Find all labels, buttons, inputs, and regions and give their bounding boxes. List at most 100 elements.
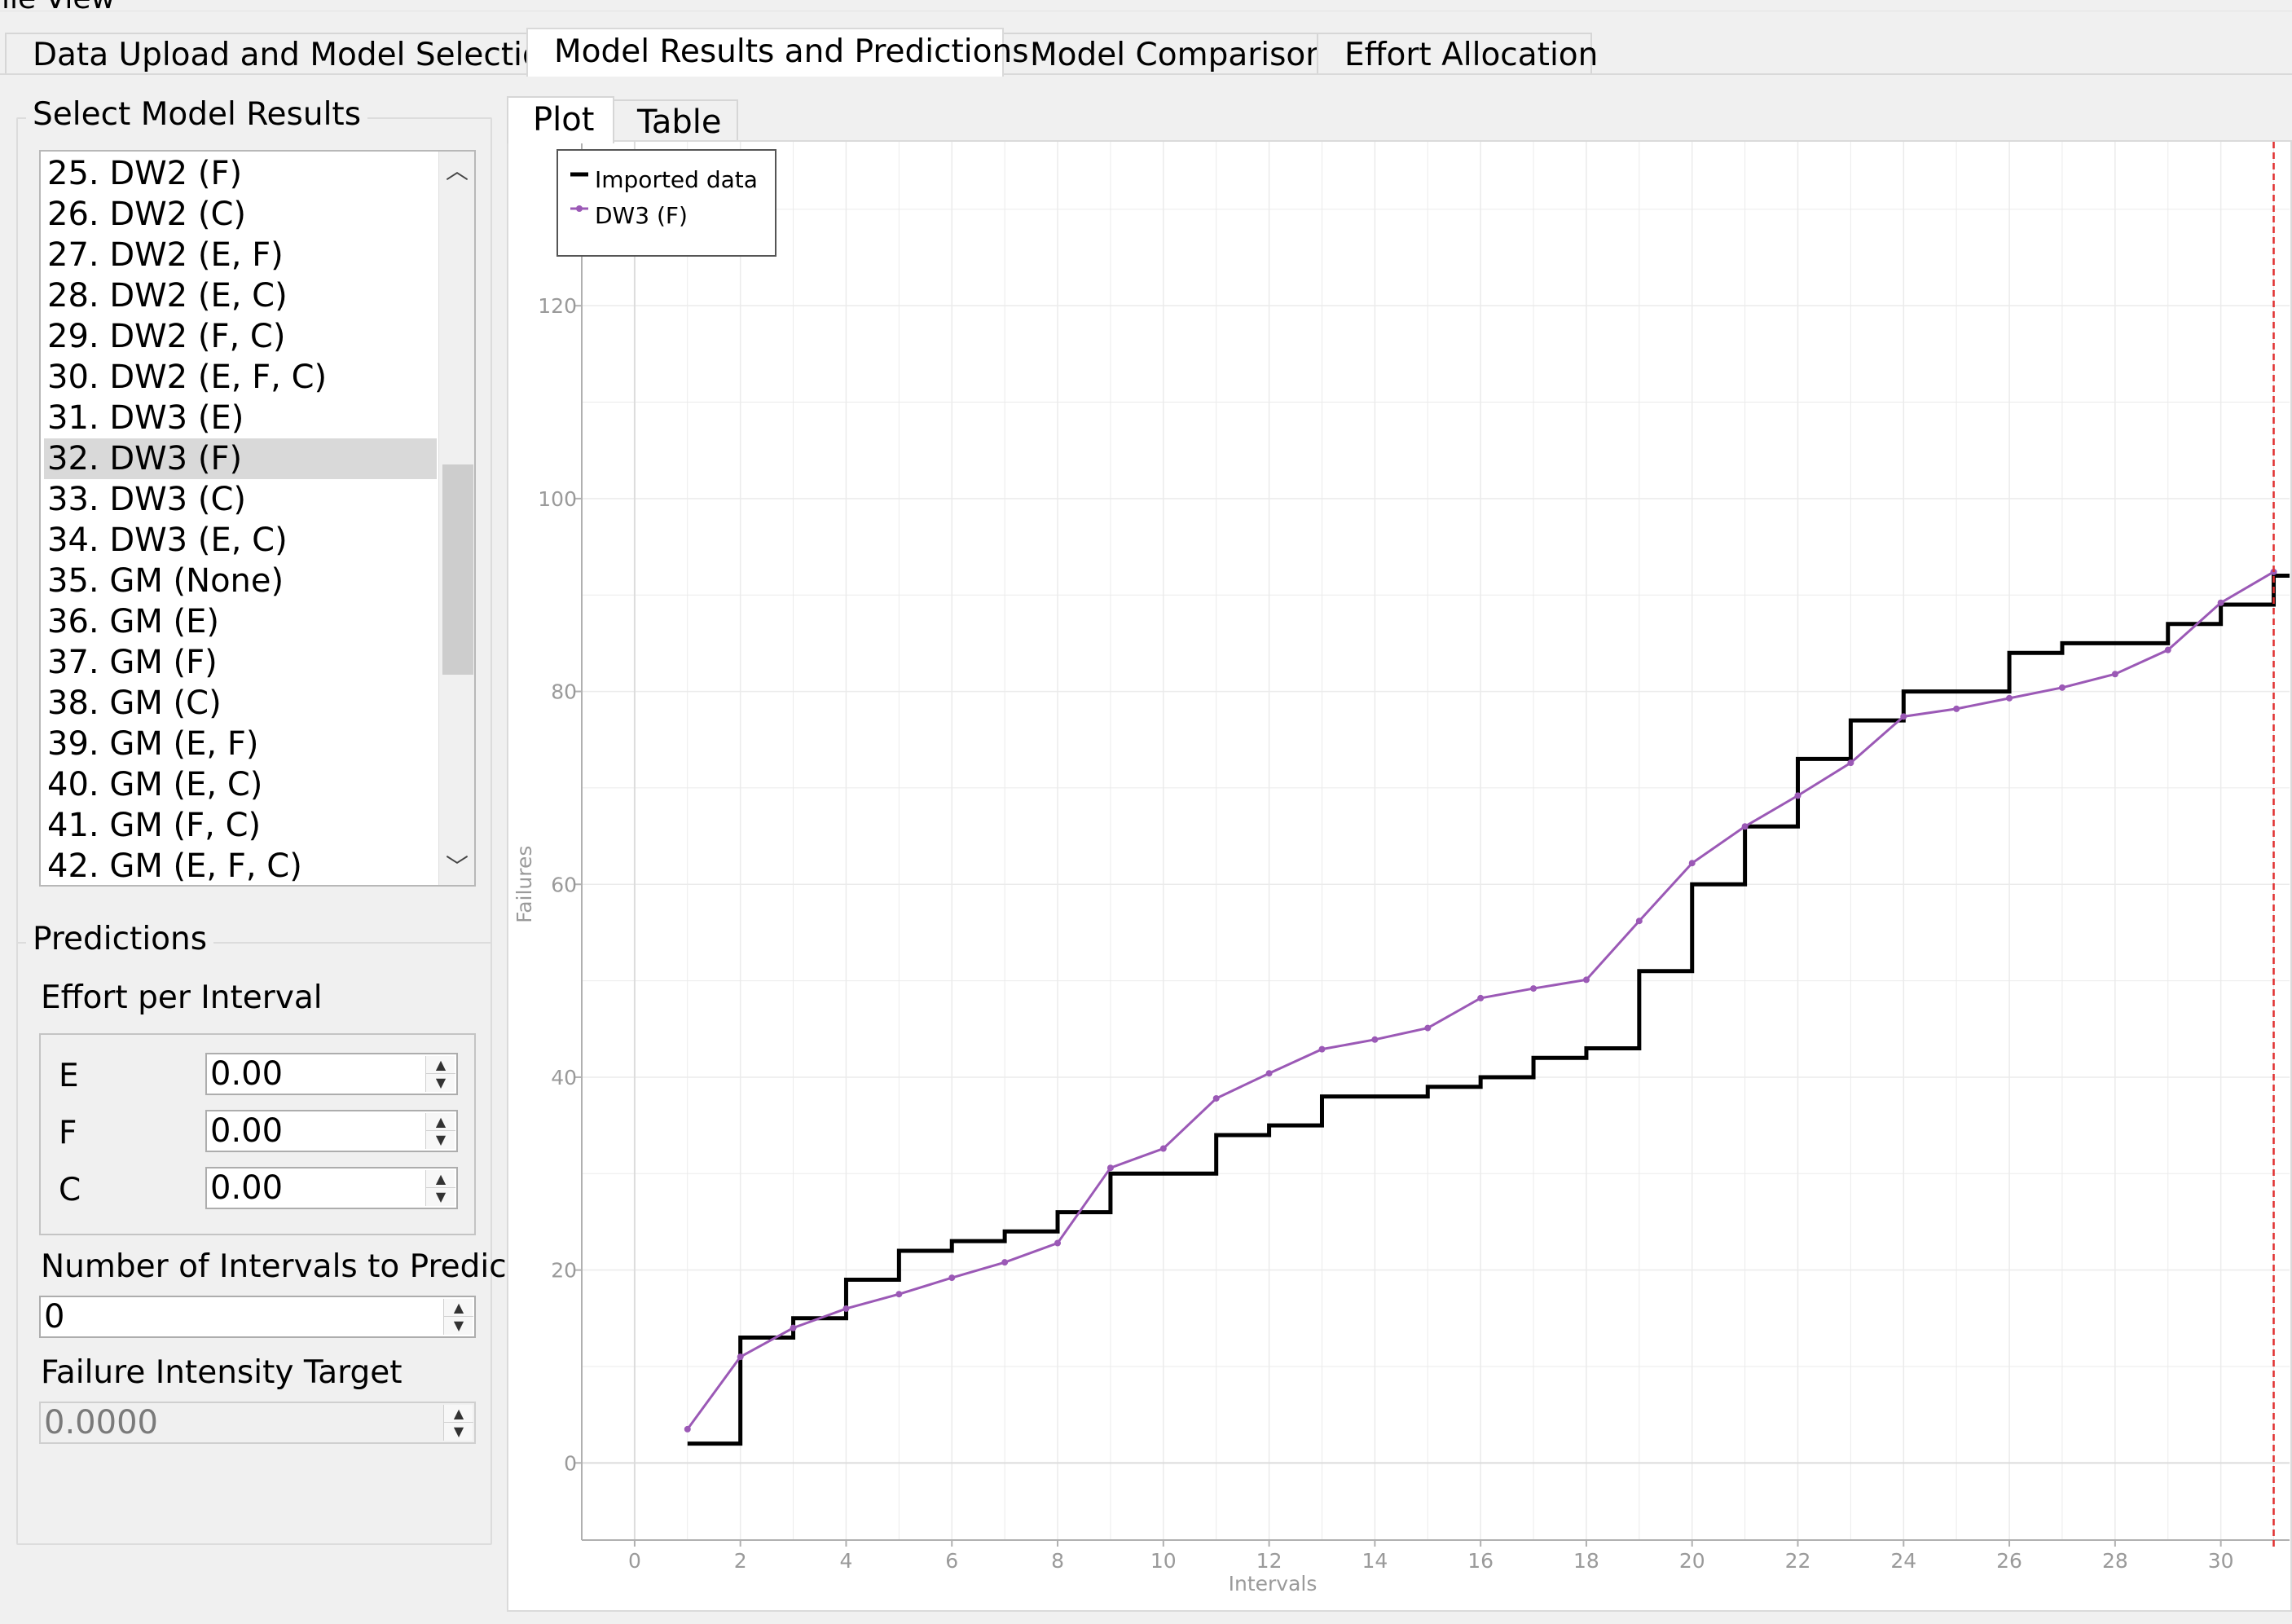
list-item[interactable]: 30. DW2 (E, F, C) <box>47 359 328 396</box>
model-data-point <box>684 1425 691 1433</box>
plot-frame: 0 2 4 6 8 10 12 14 16 18 20 22 24 26 28 30 0 20 40 60 80 100 1… <box>507 140 2292 1612</box>
spin-up-icon[interactable]: ▲ <box>444 1299 473 1317</box>
x-tick-label: 8 <box>1051 1549 1064 1573</box>
model-data-point <box>1265 1070 1273 1077</box>
predictions-title: Predictions <box>26 921 214 957</box>
x-tick-label: 16 <box>1467 1549 1494 1573</box>
x-tick-label: 28 <box>2102 1549 2128 1573</box>
list-item[interactable]: 36. GM (E) <box>47 603 220 640</box>
model-data-point <box>1159 1145 1167 1152</box>
model-data-point <box>2111 671 2118 678</box>
model-data-point <box>1635 918 1643 925</box>
intensity-spinner: ▲ ▼ <box>443 1405 473 1441</box>
right-panel: Plot Table 0 2 4 6 8 10 12 14 16 18 20 22 24 26 28 30 0 2… <box>505 75 2292 1624</box>
scroll-thumb[interactable] <box>442 464 473 675</box>
spin-down-icon[interactable]: ▼ <box>435 1189 447 1204</box>
model-data-point <box>948 1274 956 1282</box>
model-data-point <box>1794 792 1801 799</box>
model-data-point <box>895 1291 903 1298</box>
legend-model-marker <box>576 205 583 212</box>
intensity-input: 0.0000 ▲ ▼ <box>39 1402 476 1444</box>
x-tick-label: 0 <box>628 1549 641 1573</box>
spin-down-icon[interactable]: ▼ <box>435 1132 447 1147</box>
tab-content: Select Model Results 25. DW2 (F) 26. DW2 … <box>0 73 2292 1624</box>
y-tick-label: 40 <box>551 1066 577 1089</box>
x-tick-label: 6 <box>945 1549 958 1573</box>
x-tick-label: 22 <box>1785 1549 1811 1573</box>
model-data-point <box>1054 1239 1062 1247</box>
model-data-point <box>1847 759 1854 767</box>
model-data-point <box>1688 860 1696 867</box>
spin-down-icon[interactable]: ▼ <box>435 1075 447 1090</box>
spin-down-icon[interactable]: ▼ <box>453 1318 464 1333</box>
failures-chart: 0 2 4 6 8 10 12 14 16 18 20 22 24 26 28 300204060801001… <box>513 142 2290 1595</box>
list-item[interactable]: 41. GM (F, C) <box>47 807 262 844</box>
spin-up-icon[interactable]: ▲ <box>426 1056 455 1074</box>
tab-model-comparison[interactable]: Model Comparison <box>1002 33 1326 75</box>
model-data-point <box>790 1324 797 1331</box>
model-results-list[interactable]: 25. DW2 (F) 26. DW2 (C) 27. DW2 (E, F) 28. … <box>39 150 476 887</box>
y-tick-label: 100 <box>538 487 577 511</box>
y-tick-label: 20 <box>551 1259 577 1283</box>
model-data-point <box>842 1305 850 1312</box>
model-data-point <box>1530 985 1538 992</box>
tab-table[interactable]: Table <box>611 99 738 142</box>
list-item[interactable]: 32. DW3 (F) <box>44 438 437 479</box>
y-axis-title: Failures <box>513 846 536 923</box>
list-item[interactable]: 31. DW3 (E) <box>47 399 244 437</box>
tab-model-results[interactable]: Model Results and Predictions <box>526 28 1029 77</box>
list-item[interactable]: 25. DW2 (F) <box>47 155 243 192</box>
intervals-spinner[interactable]: ▲ ▼ <box>443 1299 473 1335</box>
list-item[interactable]: 29. DW2 (F, C) <box>47 318 286 355</box>
x-tick-label: 14 <box>1362 1549 1388 1573</box>
main-tab-bar: Data Upload and Model Selection Model Re… <box>0 28 2292 77</box>
list-item[interactable]: 39. GM (E, F) <box>47 725 259 763</box>
list-item[interactable]: 37. GM (F) <box>47 644 218 681</box>
list-item[interactable]: 42. GM (E, F, C) <box>47 847 302 885</box>
intervals-input[interactable]: 0 ▲ ▼ <box>39 1296 476 1338</box>
tab-plot[interactable]: Plot <box>507 96 614 143</box>
model-data-point <box>1900 713 1907 720</box>
intervals-value: 0 <box>44 1298 65 1336</box>
model-data-point <box>1741 823 1749 830</box>
scroll-down-icon[interactable]: ﹀ <box>445 853 469 880</box>
effort-c-spinner[interactable]: ▲ ▼ <box>425 1170 455 1206</box>
model-data-point <box>1582 976 1590 984</box>
menu-bar: ile View <box>0 0 2292 11</box>
effort-f-input[interactable]: 0.00 ▲ ▼ <box>205 1110 458 1152</box>
x-tick-label: 26 <box>1996 1549 2022 1573</box>
intensity-value: 0.0000 <box>44 1404 158 1441</box>
tab-data-upload[interactable]: Data Upload and Model Selection <box>5 33 562 75</box>
model-data-point <box>737 1353 744 1361</box>
scroll-up-icon[interactable]: ︿ <box>445 157 469 184</box>
list-item[interactable]: 33. DW3 (C) <box>47 481 246 518</box>
list-scrollbar[interactable]: ︿ ﹀ <box>438 152 474 885</box>
x-tick-label: 10 <box>1150 1549 1177 1573</box>
effort-f-spinner[interactable]: ▲ ▼ <box>425 1113 455 1149</box>
effort-f-value: 0.00 <box>210 1112 284 1150</box>
effort-e-label: E <box>59 1058 79 1094</box>
effort-f-label: F <box>59 1115 77 1151</box>
x-tick-label: 4 <box>840 1549 853 1573</box>
spin-up-icon[interactable]: ▲ <box>426 1113 455 1131</box>
effort-c-input[interactable]: 0.00 ▲ ▼ <box>205 1167 458 1209</box>
model-data-point <box>2058 684 2065 691</box>
spin-up-icon[interactable]: ▲ <box>426 1170 455 1188</box>
x-tick-label: 30 <box>2208 1549 2234 1573</box>
list-item[interactable]: 27. DW2 (E, F) <box>47 236 284 274</box>
model-data-point <box>2006 694 2013 702</box>
list-item[interactable]: 26. DW2 (C) <box>47 196 246 233</box>
x-tick-label: 24 <box>1890 1549 1916 1573</box>
list-item[interactable]: 35. GM (None) <box>47 562 284 600</box>
y-tick-label: 120 <box>538 294 577 318</box>
effort-e-spinner[interactable]: ▲ ▼ <box>425 1056 455 1092</box>
list-item[interactable]: 34. DW3 (E, C) <box>47 522 288 559</box>
list-item[interactable]: 28. DW2 (E, C) <box>47 277 288 315</box>
list-item[interactable]: 40. GM (E, C) <box>47 766 263 803</box>
y-tick-label: 80 <box>551 680 577 704</box>
list-item[interactable]: 38. GM (C) <box>47 684 222 722</box>
model-data-point <box>1001 1259 1009 1266</box>
effort-e-input[interactable]: 0.00 ▲ ▼ <box>205 1053 458 1095</box>
model-data-point <box>1371 1036 1379 1043</box>
tab-effort-allocation[interactable]: Effort Allocation <box>1317 33 1598 75</box>
